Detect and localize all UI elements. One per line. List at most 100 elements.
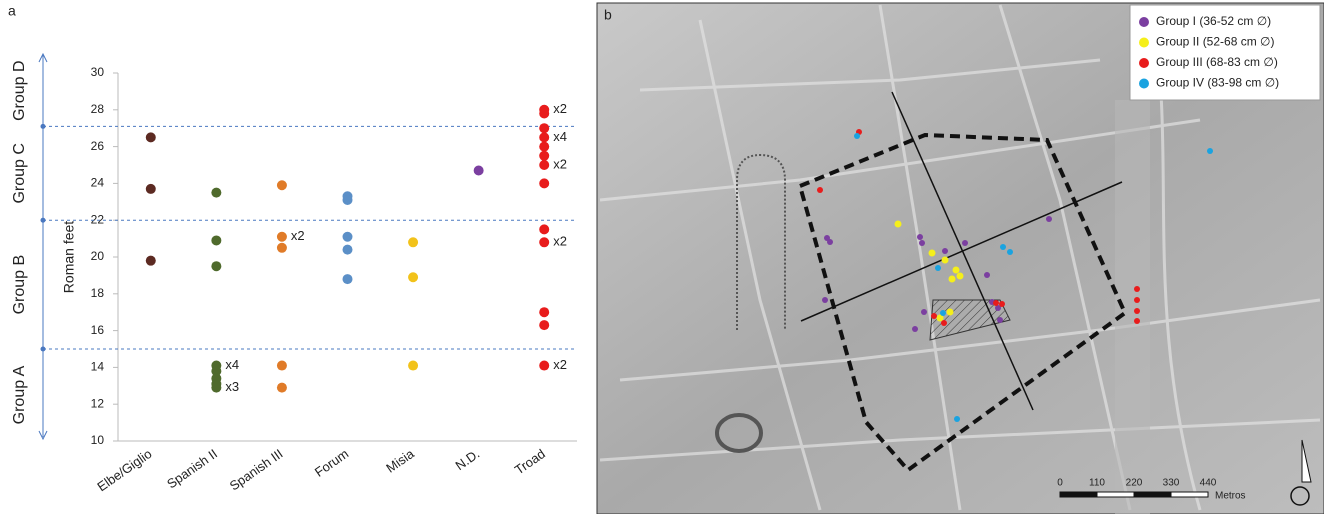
find-spot — [1134, 308, 1140, 314]
scale-segment — [1134, 492, 1171, 497]
legend-label: Group II (52-68 cm ∅) — [1156, 35, 1275, 49]
find-spot — [947, 309, 954, 316]
panel-label: b — [604, 7, 612, 23]
find-spot — [941, 320, 947, 326]
point — [146, 256, 156, 266]
legend-marker — [1139, 58, 1149, 68]
point — [343, 245, 353, 255]
figure: a Roman feet 1012141618202224262830Group… — [0, 0, 1324, 514]
point — [277, 232, 287, 242]
point — [408, 237, 418, 247]
point — [539, 307, 549, 317]
find-spot — [929, 250, 936, 257]
find-spot — [984, 272, 990, 278]
point — [539, 123, 549, 133]
find-spot — [935, 265, 941, 271]
point — [539, 320, 549, 330]
multiplicity-label: x4 — [553, 129, 567, 144]
legend-label: Group I (36-52 cm ∅) — [1156, 14, 1271, 28]
point — [539, 178, 549, 188]
legend-marker — [1139, 38, 1149, 48]
find-spot — [999, 301, 1005, 307]
legend-label: Group III (68-83 cm ∅) — [1156, 55, 1278, 69]
point — [539, 142, 549, 152]
y-tick-label: 20 — [91, 249, 105, 263]
find-spot — [942, 257, 949, 264]
find-spot — [954, 416, 960, 422]
y-tick-label: 16 — [91, 323, 105, 337]
point — [277, 180, 287, 190]
find-spot — [1207, 148, 1213, 154]
point — [539, 132, 549, 142]
multiplicity-label: x2 — [553, 357, 567, 372]
find-spot — [949, 276, 956, 283]
map: b Group I (36-52 cm ∅) Group II (52-68 cm… — [597, 3, 1324, 514]
find-spot — [993, 300, 999, 306]
find-spot — [1134, 297, 1140, 303]
find-spot — [822, 297, 828, 303]
y-tick-label: 24 — [91, 176, 105, 190]
multiplicity-label: x4 — [225, 357, 239, 372]
x-tick-label: Spanish III — [227, 446, 286, 494]
point — [474, 166, 484, 176]
find-spot — [942, 248, 948, 254]
point — [211, 188, 221, 198]
point — [277, 243, 287, 253]
point — [539, 224, 549, 234]
group-label: Group B — [11, 255, 28, 315]
group-boundary-dot — [41, 124, 46, 129]
y-tick-label: 30 — [91, 65, 105, 79]
group-label: Group C — [11, 143, 28, 203]
multiplicity-label: x3 — [225, 379, 239, 394]
multiplicity-label: x2 — [553, 101, 567, 116]
multiplicity-label: x2 — [553, 234, 567, 249]
point — [343, 274, 353, 284]
y-axis-label: Roman feet — [61, 221, 77, 293]
scale-segment — [1097, 492, 1134, 497]
find-spot — [921, 309, 927, 315]
point — [408, 272, 418, 282]
scale-tick-label: 0 — [1057, 478, 1063, 489]
point — [539, 160, 549, 170]
scale-tick-label: 110 — [1089, 478, 1105, 489]
legend-marker — [1139, 17, 1149, 27]
find-spot — [919, 240, 925, 246]
find-spot — [827, 239, 833, 245]
scale-tick-label: 440 — [1200, 478, 1217, 489]
x-tick-label: Forum — [312, 446, 351, 480]
find-spot — [940, 310, 946, 316]
point — [539, 361, 549, 371]
find-spot — [854, 133, 860, 139]
group-boundary-dot — [41, 347, 46, 352]
x-tick-label: Troad — [512, 446, 548, 477]
find-spot — [912, 326, 918, 332]
x-tick-label: Elbe/Giglio — [94, 446, 154, 494]
legend-marker — [1139, 79, 1149, 89]
point — [343, 232, 353, 242]
find-spot — [817, 187, 823, 193]
find-spot — [1046, 216, 1052, 222]
scale-unit: Metros — [1215, 491, 1246, 502]
legend-label: Group IV (83-98 cm ∅) — [1156, 76, 1279, 90]
group-boundary-dot — [41, 218, 46, 223]
y-tick-label: 18 — [91, 286, 105, 300]
find-spot — [957, 273, 964, 280]
y-tick-label: 28 — [91, 102, 105, 116]
find-spot — [997, 317, 1003, 323]
x-tick-label: Misia — [383, 446, 417, 476]
find-spot — [1000, 244, 1006, 250]
group-label: Group D — [11, 60, 28, 120]
multiplicity-label: x2 — [553, 156, 567, 171]
point — [146, 132, 156, 142]
point — [539, 108, 549, 118]
point — [539, 237, 549, 247]
scale-tick-label: 220 — [1126, 478, 1143, 489]
x-tick-label: N.D. — [452, 446, 482, 473]
point — [146, 184, 156, 194]
find-spot — [1007, 249, 1013, 255]
point — [408, 361, 418, 371]
y-tick-label: 26 — [91, 139, 105, 153]
y-tick-label: 14 — [91, 360, 105, 374]
point — [211, 235, 221, 245]
scale-segment — [1171, 492, 1208, 497]
